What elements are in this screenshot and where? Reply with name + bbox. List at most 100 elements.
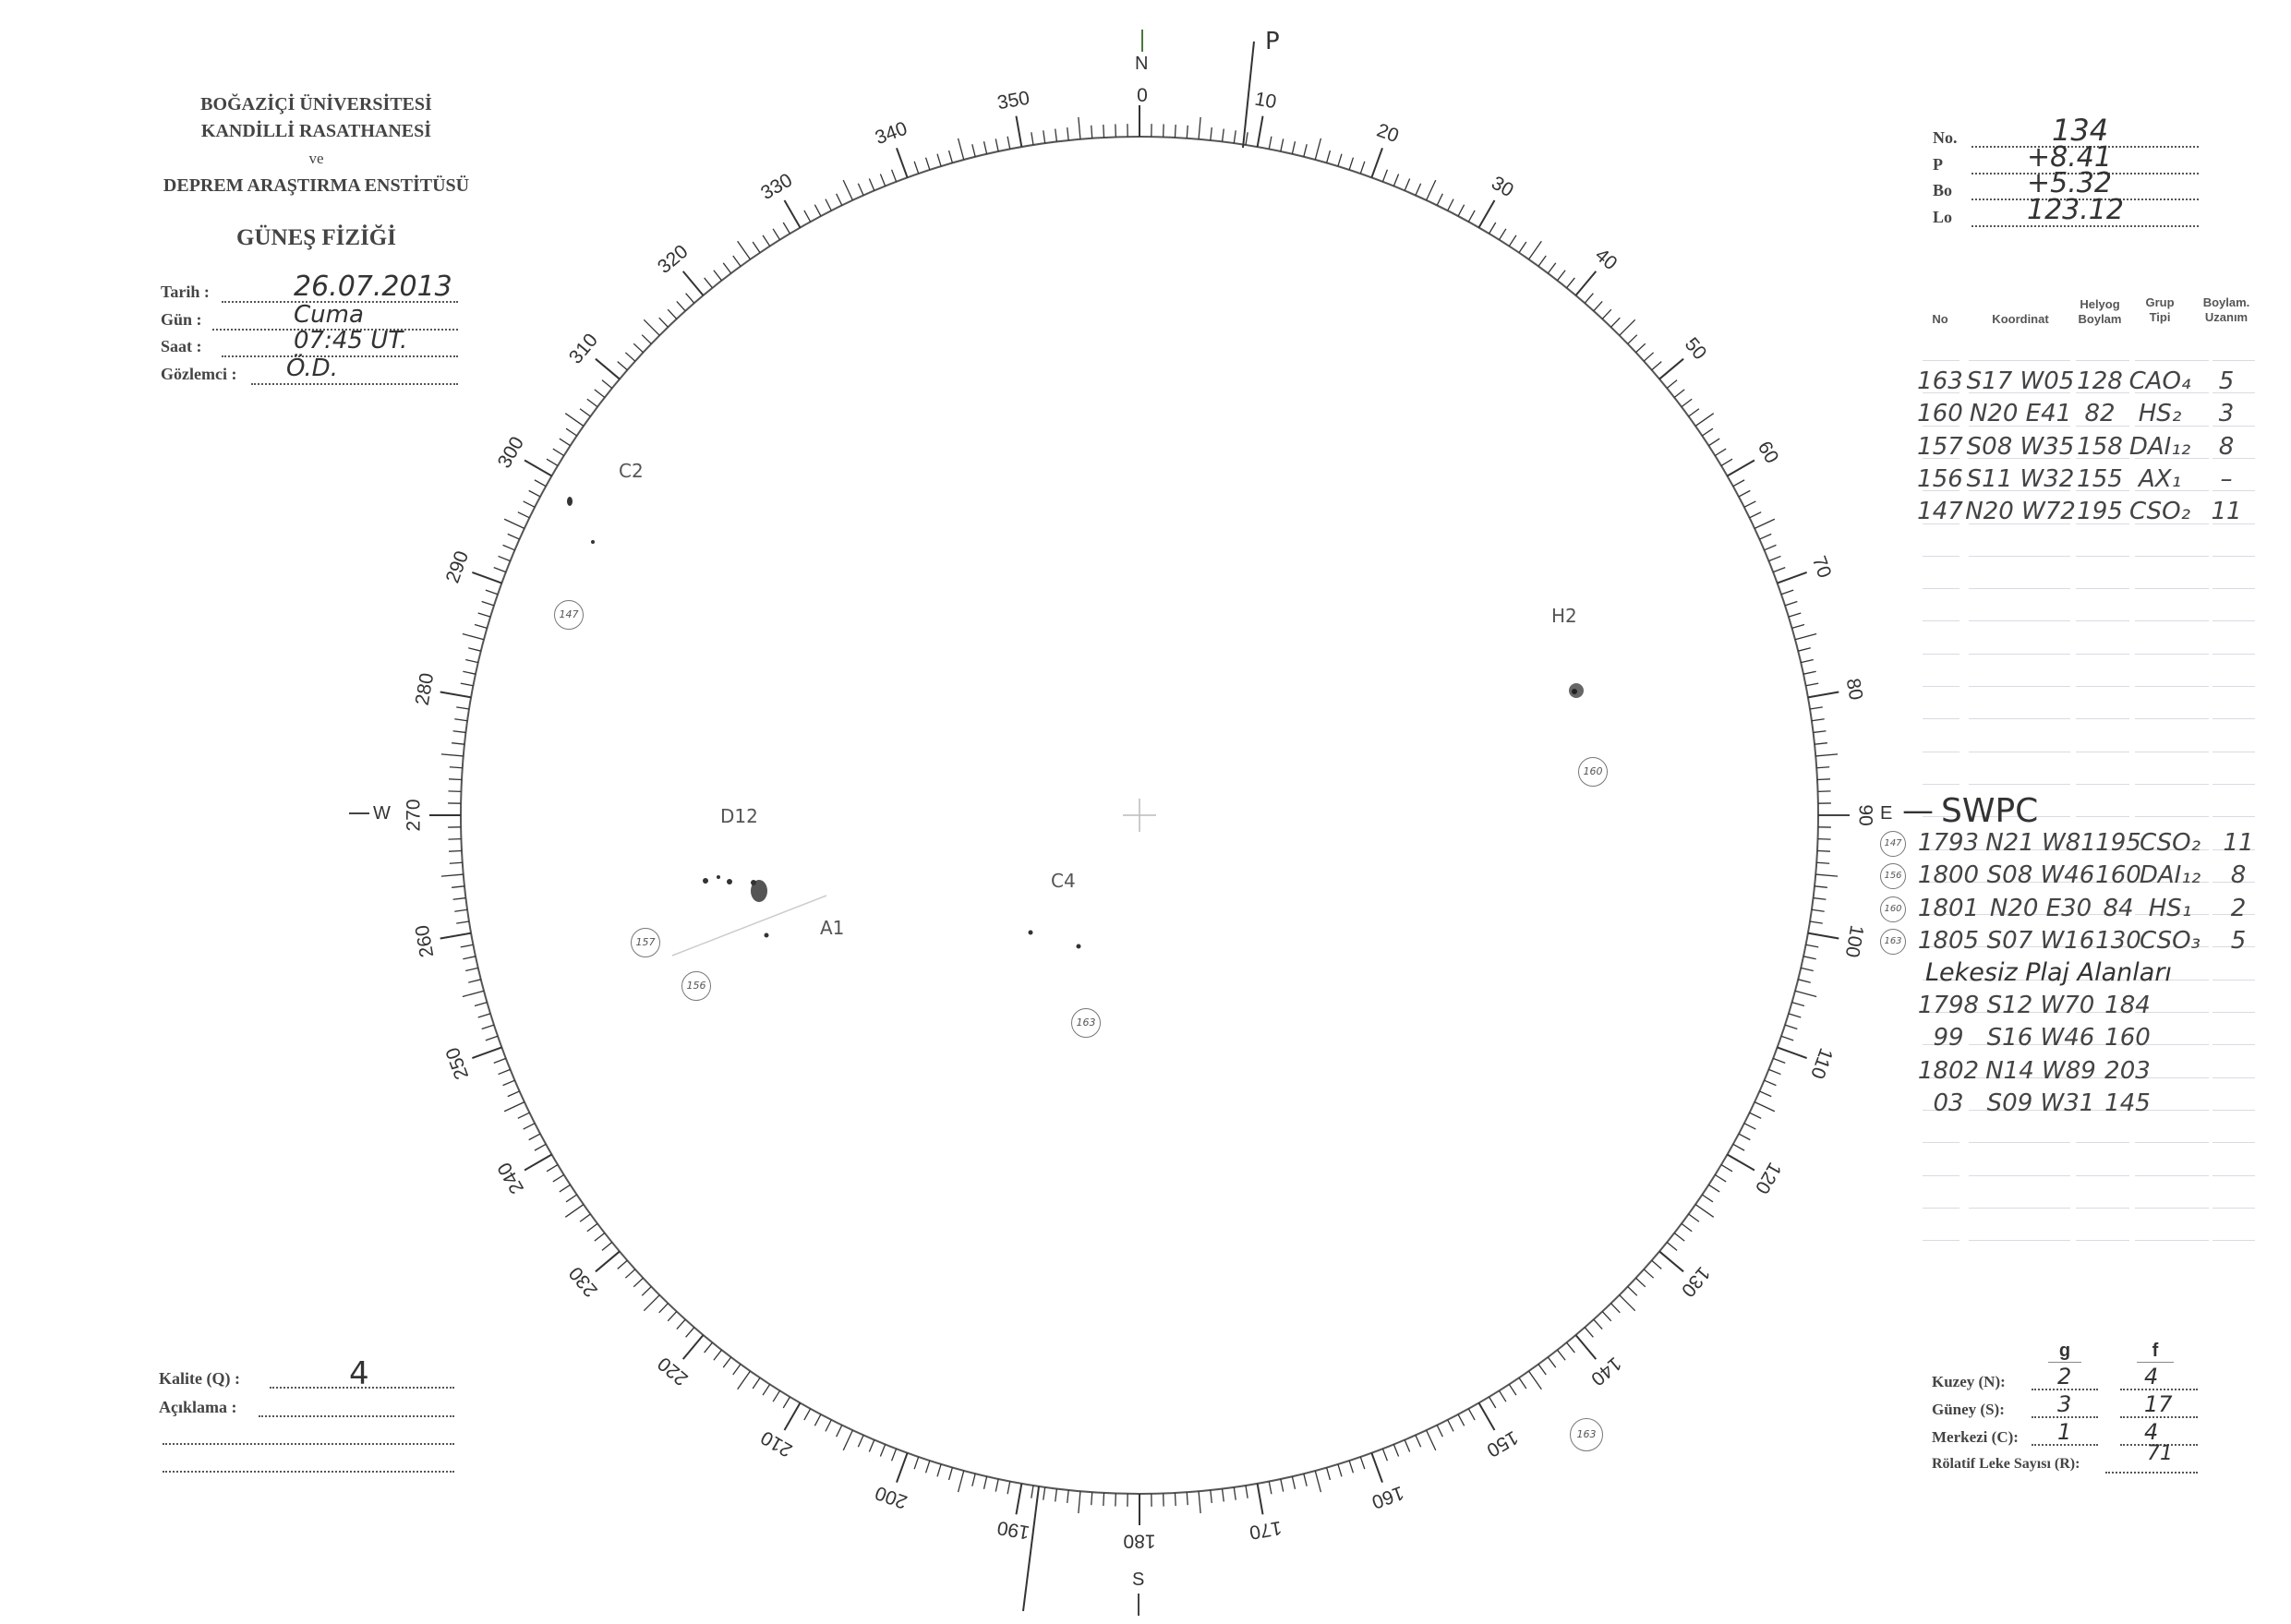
- table-rule: [2135, 1109, 2209, 1111]
- degree-tick: [472, 571, 502, 584]
- degree-tick: [1764, 544, 1777, 551]
- swpc-cell: 8: [2230, 861, 2247, 890]
- degree-tick: [1314, 1470, 1322, 1493]
- table-rule: [2213, 490, 2255, 492]
- table-rule: [1969, 881, 2070, 883]
- time-label: Saat :: [161, 337, 202, 355]
- degree-tick: [1801, 967, 1814, 972]
- degree-tick: [842, 179, 853, 201]
- comment-dots-2: [163, 1443, 454, 1445]
- table-rule: [1923, 1240, 1959, 1242]
- degree-tick: [1784, 1024, 1798, 1030]
- degree-tick: [1447, 198, 1454, 211]
- degree-tick: [857, 183, 864, 196]
- degree-tick: [1811, 908, 1825, 912]
- degree-tick: [452, 730, 466, 734]
- degree-tick: [624, 1269, 636, 1279]
- table-rule: [2135, 392, 2209, 394]
- degree-tick: [913, 1456, 920, 1470]
- degree-tick: [1245, 132, 1248, 146]
- degree-tick: [1245, 1485, 1248, 1498]
- table-rule: [1969, 848, 2070, 850]
- degree-tick: [762, 1384, 771, 1396]
- degree-tick: [1325, 1467, 1332, 1481]
- degree-tick: [1714, 448, 1727, 457]
- degree-tick: [1593, 300, 1603, 312]
- degree-tick: [685, 1327, 695, 1338]
- degree-tick: [1537, 255, 1547, 267]
- group-number-160: 160: [1578, 757, 1608, 787]
- plage-cell: N14 W89: [1985, 1056, 2096, 1085]
- group-number-157: 157: [631, 928, 660, 957]
- degree-tick: [995, 1478, 999, 1492]
- table-rule: [2135, 620, 2209, 622]
- table-rule: [2135, 914, 2209, 916]
- degree-tick: [732, 1364, 742, 1376]
- degree-tick: [1701, 427, 1714, 437]
- group-a1-pointer: [671, 895, 827, 956]
- swpc-cell: 1800: [1917, 861, 1980, 890]
- degree-tick: [1325, 150, 1332, 163]
- table-rule: [2076, 946, 2129, 948]
- degree-tick: [440, 873, 464, 877]
- table-rule: [2135, 555, 2209, 557]
- degree-tick: [737, 240, 751, 260]
- time-dots: [222, 355, 458, 357]
- table-rule: [2135, 686, 2209, 687]
- degree-tick: [1815, 753, 1839, 757]
- table-rule: [1923, 1077, 1959, 1078]
- date-value: 26.07.2013: [294, 271, 452, 303]
- degree-tick: [1404, 178, 1411, 191]
- table-rule: [1969, 914, 2070, 916]
- degree-tick: [1788, 612, 1802, 618]
- degree-tick: [825, 1419, 832, 1432]
- table-rule: [1969, 816, 2070, 818]
- degree-tick: [1210, 127, 1212, 141]
- bo-label: Bo: [1933, 181, 1953, 199]
- degree-tick: [465, 967, 478, 972]
- table-rule: [1969, 425, 2070, 427]
- count-f-value: 4: [2144, 1419, 2159, 1445]
- degree-tick: [1268, 136, 1272, 150]
- count-g-dots: [2032, 1416, 2098, 1418]
- degree-tick: [957, 1470, 965, 1493]
- west-label: W: [373, 803, 391, 824]
- degree-tick: [879, 1444, 886, 1457]
- degree-tick: [1015, 115, 1023, 148]
- table-rule: [2076, 425, 2129, 427]
- degree-tick: [1508, 1384, 1517, 1396]
- table-rule: [2213, 1012, 2255, 1013]
- degree-tick: [477, 1013, 491, 1018]
- degree-tick: [493, 566, 507, 573]
- table-rule: [2076, 816, 2129, 818]
- degree-tick: [1772, 566, 1786, 573]
- degree-tick: [1415, 1435, 1422, 1448]
- degree-tick: [1738, 489, 1751, 498]
- degree-label: 330: [757, 170, 796, 204]
- table-rule: [2135, 1174, 2209, 1176]
- degree-tick: [507, 1090, 520, 1098]
- table-rule: [2135, 1077, 2209, 1078]
- table-rule: [1969, 653, 2070, 655]
- degree-tick: [782, 1396, 791, 1409]
- degree-tick: [1688, 408, 1700, 417]
- degree-tick: [1794, 632, 1817, 641]
- count-g-dots: [2032, 1444, 2098, 1446]
- p-axis-north: [1242, 41, 1255, 149]
- swpc-cell: 195: [2095, 829, 2141, 857]
- table-rule: [2213, 1207, 2255, 1209]
- table-cell: 11: [2211, 498, 2242, 526]
- degree-tick: [783, 199, 802, 228]
- degree-tick: [524, 1153, 552, 1172]
- degree-label: 130: [1677, 1262, 1714, 1301]
- relative-number-value: 71: [2147, 1442, 2173, 1465]
- table-rule: [2135, 718, 2209, 720]
- swpc-cell: 2: [2230, 894, 2247, 922]
- degree-tick: [1426, 179, 1437, 201]
- swpc-group-number: 156: [1880, 863, 1906, 890]
- swpc-cell: 130: [2095, 926, 2141, 955]
- degree-tick: [1477, 199, 1496, 228]
- degree-tick: [1007, 136, 1011, 150]
- degree-tick: [1436, 1425, 1443, 1438]
- degree-tick: [485, 589, 499, 595]
